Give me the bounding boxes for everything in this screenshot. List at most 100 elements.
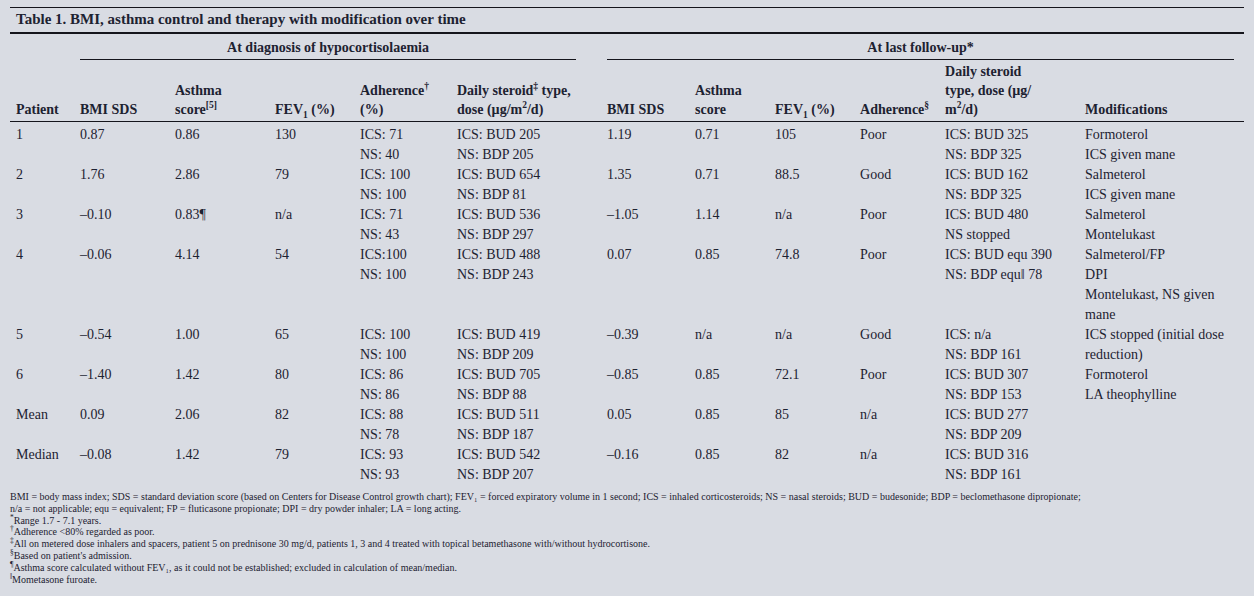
footnote-line: ¶Asthma score calculated without FEV₁, a… xyxy=(10,562,1244,574)
group-header-spacer xyxy=(10,34,80,62)
row-label-cell: Median xyxy=(10,445,80,485)
table-cell: Poor xyxy=(860,122,945,166)
table-row: Mean0.092.0682ICS: 88 NS: 78ICS: BUD 511… xyxy=(10,405,1244,445)
table-cell xyxy=(1085,405,1244,445)
footnote-line: †Adherence <80% regarded as poor. xyxy=(10,526,1244,538)
footnote-line: *Range 1.7 - 7.1 years. xyxy=(10,515,1244,527)
table-cell: 1.76 xyxy=(80,165,175,205)
footnote-marker: * xyxy=(10,512,14,521)
table-cell: 0.09 xyxy=(80,405,175,445)
col-header-steroid-dx: Daily steroid‡ type,dose (µg/m2/d) xyxy=(457,62,607,122)
table-cell: n/a xyxy=(860,445,945,485)
table-cell: ICS: 86 NS: 86 xyxy=(360,365,457,405)
table-cell: ICS: BUD 480 NS stopped xyxy=(945,205,1085,245)
table-cell: ICS stopped (initial dose reduction) xyxy=(1085,325,1244,365)
col-header-modifications: Modifications xyxy=(1085,62,1244,122)
col-header-asthma-dx: Asthmascore[5] xyxy=(175,62,275,122)
table-cell: ICS: BUD 419 NS: BDP 209 xyxy=(457,325,607,365)
table-cell: –0.08 xyxy=(80,445,175,485)
table-cell: 85 xyxy=(775,405,860,445)
table-cell: –1.40 xyxy=(80,365,175,405)
table-cell: 1.42 xyxy=(175,445,275,485)
table-cell: 0.85 xyxy=(695,365,775,405)
row-label-cell: 2 xyxy=(10,165,80,205)
table-row: 10.870.86130ICS: 71 NS: 40ICS: BUD 205 N… xyxy=(10,122,1244,166)
table-cell: Good xyxy=(860,325,945,365)
table-cell: –0.54 xyxy=(80,325,175,365)
table-cell: 79 xyxy=(275,165,360,205)
table-cell: ICS: 100 NS: 100 xyxy=(360,325,457,365)
footnote-marker: † xyxy=(10,524,14,533)
footnote-line: n/a = not applicable; equ = equivalent; … xyxy=(10,503,1244,515)
table-cell: ICS: 88 NS: 78 xyxy=(360,405,457,445)
table-cell: ICS:100 NS: 100 xyxy=(360,245,457,325)
table-cell: 0.85 xyxy=(695,445,775,485)
col-header-fev-dx: FEV1 (%) xyxy=(275,62,360,122)
table-cell: ICS: BUD 316 NS: BDP 161 xyxy=(945,445,1085,485)
table-row: Median–0.081.4279ICS: 93 NS: 93ICS: BUD … xyxy=(10,445,1244,485)
table-cell: 1.19 xyxy=(607,122,695,166)
table-cell: ICS: n/a NS: BDP 161 xyxy=(945,325,1085,365)
table-body: 10.870.86130ICS: 71 NS: 40ICS: BUD 205 N… xyxy=(10,122,1244,486)
table-cell: 105 xyxy=(775,122,860,166)
table-cell: 0.83¶ xyxy=(175,205,275,245)
table-cell: 2.06 xyxy=(175,405,275,445)
footnote-line: BMI = body mass index; SDS = standard de… xyxy=(10,491,1244,503)
footnote-marker: ¶ xyxy=(10,559,13,568)
data-table: At diagnosis of hypocortisolaemia At las… xyxy=(10,34,1244,485)
table-cell: 0.86 xyxy=(175,122,275,166)
table-cell: ICS: BUD 705 NS: BDP 88 xyxy=(457,365,607,405)
column-header-row: Patient BMI SDS Asthmascore[5] FEV1 (%) … xyxy=(10,62,1244,122)
table-cell: –0.06 xyxy=(80,245,175,325)
footnotes: BMI = body mass index; SDS = standard de… xyxy=(10,491,1244,585)
table-cell: –0.16 xyxy=(607,445,695,485)
asthma-score-ref: [5] xyxy=(206,100,217,110)
table-cell: 74.8 xyxy=(775,245,860,325)
group-header-diagnosis: At diagnosis of hypocortisolaemia xyxy=(80,34,607,62)
col-header-steroid-fu: Daily steroidtype, dose (µg/m2/d) xyxy=(945,62,1085,122)
table-cell: 0.71 xyxy=(695,122,775,166)
footnote-line: ‡All on metered dose inhalers and spacer… xyxy=(10,538,1244,550)
table-cell: 1.42 xyxy=(175,365,275,405)
table-cell: 80 xyxy=(275,365,360,405)
table-cell: –0.39 xyxy=(607,325,695,365)
col-header-adherence-dx: Adherence†(%) xyxy=(360,62,457,122)
table-cell: Poor xyxy=(860,205,945,245)
table-cell: 0.71 xyxy=(695,165,775,205)
table-cell: ICS: BUD 277 NS: BDP 209 xyxy=(945,405,1085,445)
table-cell: 54 xyxy=(275,245,360,325)
table-cell: 88.5 xyxy=(775,165,860,205)
group-header-followup: At last follow-up* xyxy=(607,34,1244,62)
table-cell: ICS: BUD 162 NS: BDP 325 xyxy=(945,165,1085,205)
table-cell: ICS: BUD 654 NS: BDP 81 xyxy=(457,165,607,205)
table-cell: 1.00 xyxy=(175,325,275,365)
adherence-fu-mark: § xyxy=(924,100,929,110)
table-cell: Formoterol ICS given mane xyxy=(1085,122,1244,166)
table-cell: 1.14 xyxy=(695,205,775,245)
table-row: 21.762.8679ICS: 100 NS: 100ICS: BUD 654 … xyxy=(10,165,1244,205)
table-cell: 0.07 xyxy=(607,245,695,325)
table-cell: –0.85 xyxy=(607,365,695,405)
table-cell: ICS: BUD 511 NS: BDP 187 xyxy=(457,405,607,445)
table-cell: 82 xyxy=(775,445,860,485)
group-label-followup: At last follow-up* xyxy=(607,34,1234,59)
table-cell: 1.35 xyxy=(607,165,695,205)
table-cell: 0.85 xyxy=(695,245,775,325)
table-cell: Salmeterol Montelukast xyxy=(1085,205,1244,245)
table-cell: ICS: 100 NS: 100 xyxy=(360,165,457,205)
table-cell: 72.1 xyxy=(775,365,860,405)
row-label-cell: 6 xyxy=(10,365,80,405)
table-cell: n/a xyxy=(775,325,860,365)
table-cell: ICS: 71 NS: 43 xyxy=(360,205,457,245)
table-title: Table 1. BMI, asthma control and therapy… xyxy=(10,8,1244,32)
footnote-marker: ‡ xyxy=(10,536,14,545)
footnote-line: ‖Mometasone furoate. xyxy=(10,574,1244,586)
row-label-cell: 1 xyxy=(10,122,80,166)
table-cell: Poor xyxy=(860,365,945,405)
group-label-diagnosis: At diagnosis of hypocortisolaemia xyxy=(80,34,576,59)
article-table-page: Table 1. BMI, asthma control and therapy… xyxy=(0,0,1254,596)
table-cell: Salmeterol ICS given mane xyxy=(1085,165,1244,205)
col-header-patient: Patient xyxy=(10,62,80,122)
table-cell: n/a xyxy=(275,205,360,245)
table-cell: ICS: BUD 205 NS: BDP 205 xyxy=(457,122,607,166)
